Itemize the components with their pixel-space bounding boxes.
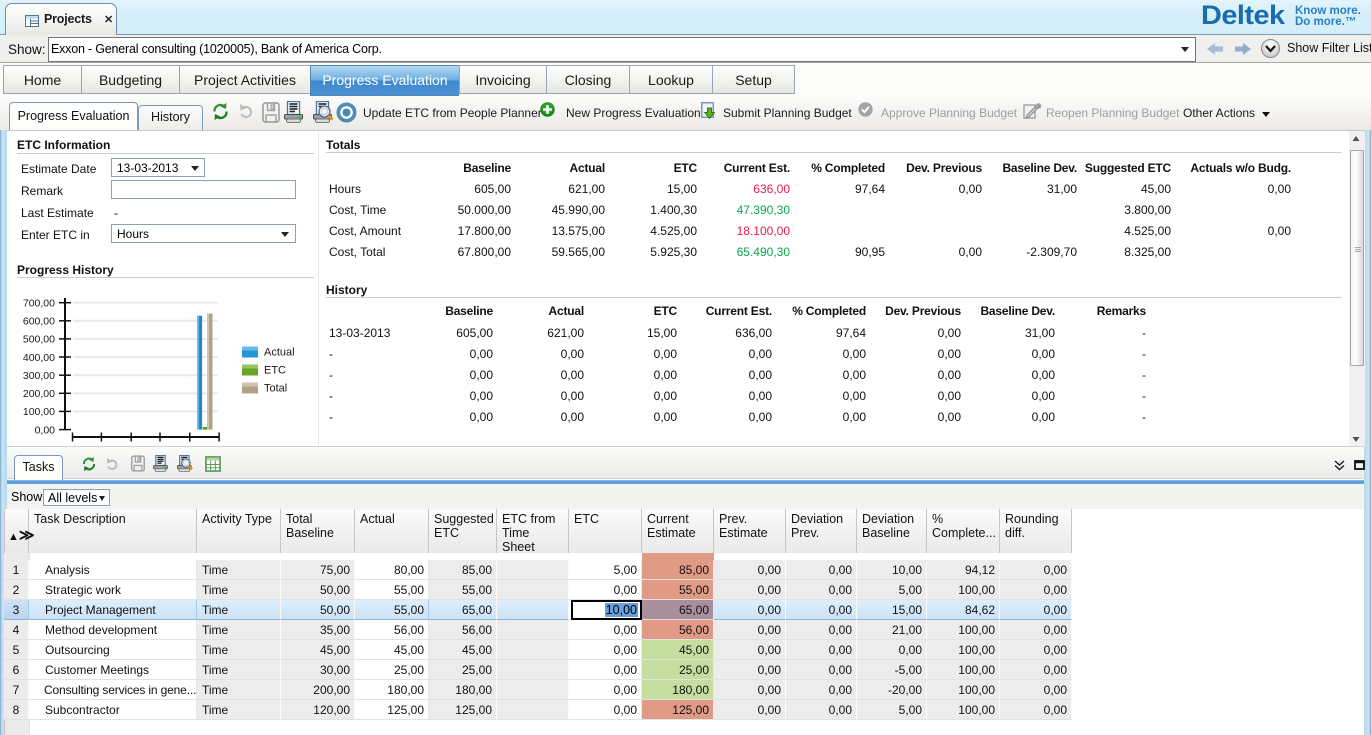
svg-text:Actual: Actual (264, 347, 295, 359)
svg-text:600,00: 600,00 (23, 316, 55, 328)
svg-text:ETC: ETC (264, 365, 286, 377)
svg-text:200,00: 200,00 (23, 388, 55, 400)
svg-text:500,00: 500,00 (23, 334, 55, 346)
svg-text:100,00: 100,00 (23, 406, 55, 418)
svg-text:300,00: 300,00 (23, 370, 55, 382)
svg-text:700,00: 700,00 (23, 298, 55, 310)
svg-text:0,00: 0,00 (35, 424, 56, 436)
svg-text:400,00: 400,00 (23, 352, 55, 364)
svg-text:Total: Total (264, 383, 287, 395)
